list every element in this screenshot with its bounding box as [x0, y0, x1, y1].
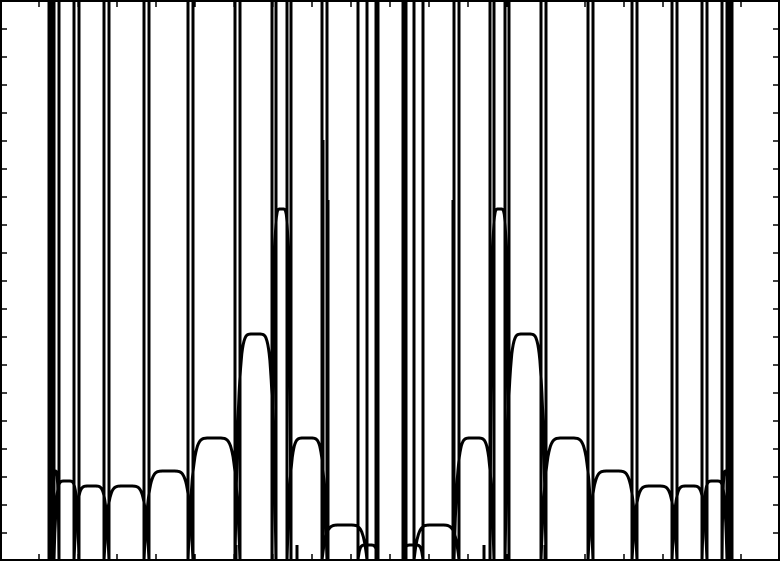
curve-lobe-17: [586, 0, 639, 561]
curve-lobe-16: [539, 0, 595, 561]
curve-lobe-5: [186, 0, 242, 561]
curve-lobe-18: [630, 0, 679, 561]
curve-lobe-6: [233, 0, 278, 561]
curve-lobe-4: [142, 0, 195, 561]
curve-lobe-3: [102, 0, 151, 561]
curves: [47, 0, 734, 561]
